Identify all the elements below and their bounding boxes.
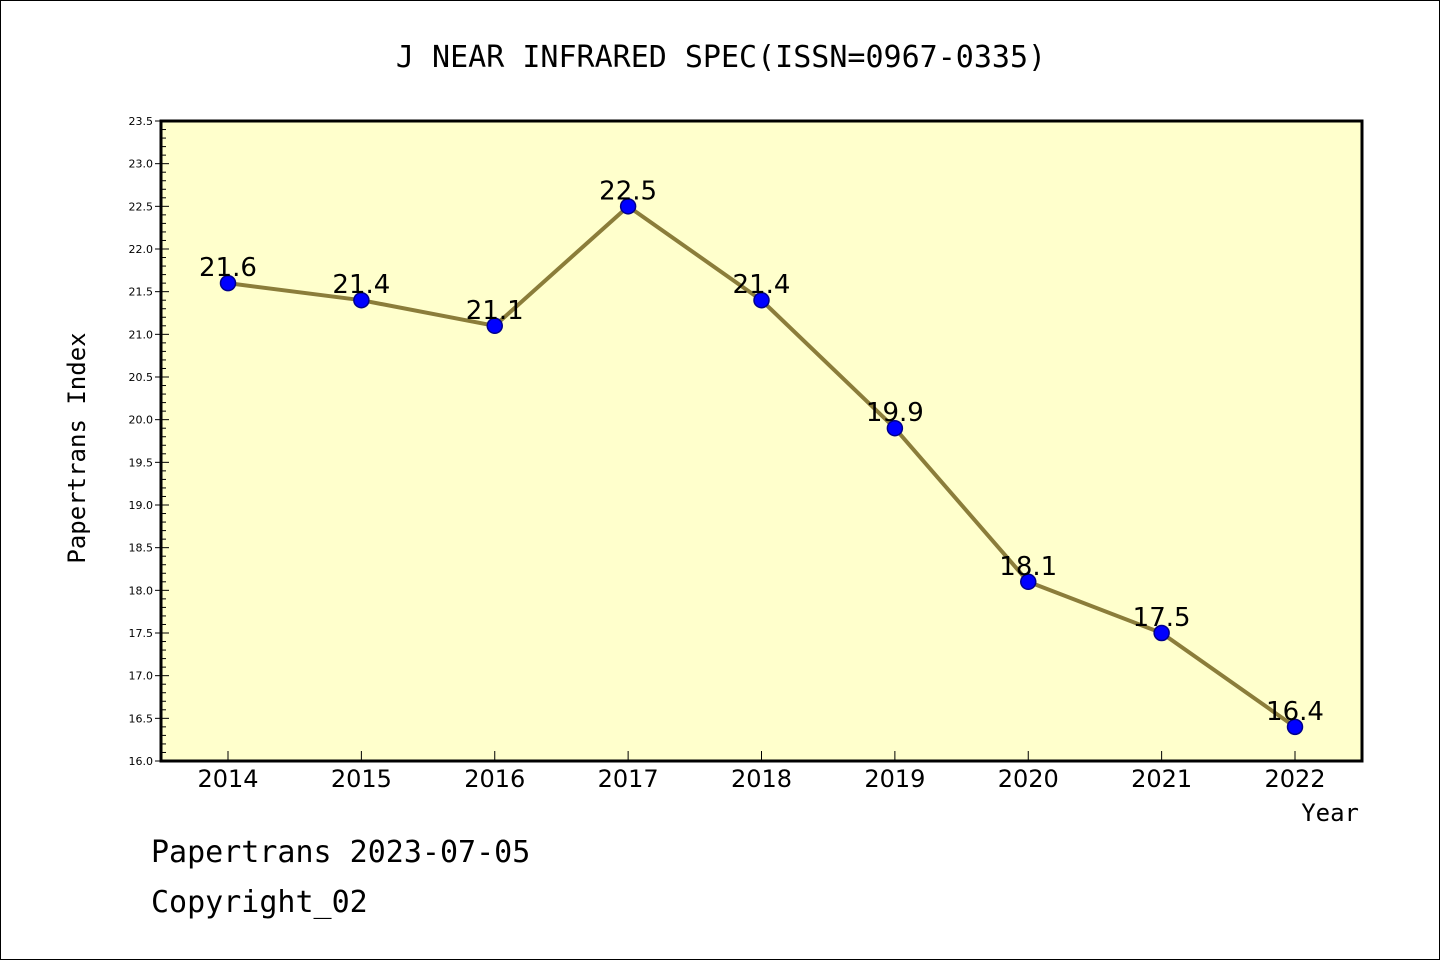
data-label: 21.4 <box>332 270 390 300</box>
x-tick-label: 2018 <box>731 765 792 793</box>
data-point-marker <box>753 291 770 309</box>
chart-title: J NEAR INFRARED SPEC(ISSN=0967-0335) <box>396 40 1046 75</box>
data-point-marker <box>353 291 370 309</box>
data-point-marker <box>619 198 637 215</box>
y-tick-label: 18.5 <box>129 542 154 555</box>
plot-area <box>161 121 1362 761</box>
y-tick-label: 19.0 <box>129 499 154 512</box>
data-label: 21.1 <box>466 296 524 326</box>
y-tick-label: 23.5 <box>129 115 154 128</box>
data-point-marker <box>1286 718 1304 736</box>
x-tick-label: 2015 <box>331 765 392 793</box>
data-labels: 21.6 21.4 21.1 22.5 21.4 19.9 18.1 17.5 16.4 <box>199 176 1324 727</box>
y-tick-label: 17.0 <box>129 670 154 683</box>
y-tick-label: 19.5 <box>129 456 154 469</box>
footer-date: Papertrans 2023-07-05 <box>151 835 531 870</box>
data-markers <box>219 198 1304 736</box>
data-label: 19.9 <box>866 398 924 428</box>
x-tick-label: 2021 <box>1131 765 1192 793</box>
data-label: 18.1 <box>999 552 1057 582</box>
y-tick-label: 16.5 <box>129 712 154 725</box>
x-tick-label: 2019 <box>864 765 925 793</box>
x-tick-label: 2022 <box>1264 765 1325 793</box>
data-label: 21.4 <box>733 270 791 300</box>
data-point-marker <box>1153 624 1170 642</box>
data-point-marker <box>219 274 237 292</box>
data-label: 21.6 <box>199 253 257 283</box>
y-tick-label: 16.0 <box>129 755 154 768</box>
x-tick-label: 2014 <box>197 765 258 793</box>
y-tick-label: 22.5 <box>129 200 154 213</box>
y-tick-label: 20.0 <box>129 414 154 427</box>
data-point-marker <box>1020 573 1037 591</box>
y-tick-label: 21.5 <box>129 286 154 299</box>
data-point-marker <box>886 419 904 437</box>
y-tick-label: 22.0 <box>129 243 154 256</box>
y-tick-label: 21.0 <box>129 328 154 341</box>
footer-copyright: Copyright_02 <box>151 885 368 920</box>
data-label: 22.5 <box>599 176 657 206</box>
x-tick-label: 2016 <box>464 765 525 793</box>
y-tick-label: 18.0 <box>129 584 154 597</box>
x-axis-label: Year <box>1301 799 1359 827</box>
plot-border <box>159 119 1364 763</box>
data-label: 17.5 <box>1133 603 1191 633</box>
x-tick-label: 2017 <box>598 765 659 793</box>
x-axis: 2014 2015 2016 2017 2018 2019 2020 2021 2022 <box>197 751 1326 793</box>
data-label: 16.4 <box>1266 697 1324 727</box>
y-tick-label: 17.5 <box>129 627 154 640</box>
x-tick-label: 2020 <box>998 765 1059 793</box>
y-axis-label: Papertrans Index <box>63 332 91 563</box>
y-tick-label: 20.5 <box>129 371 154 384</box>
data-point-marker <box>486 317 503 335</box>
y-tick-label: 23.0 <box>129 158 154 171</box>
